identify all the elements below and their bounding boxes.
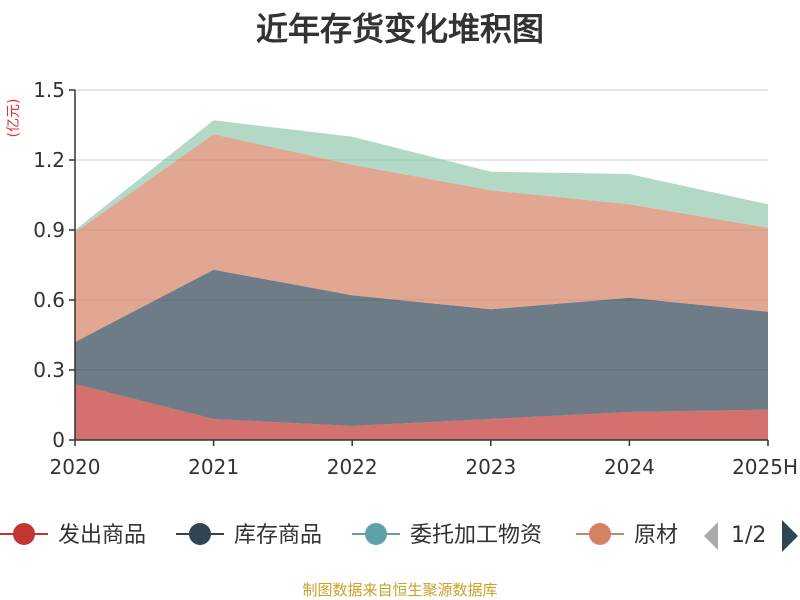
x-tick-label: 2023 [465,455,516,479]
area-series-0 [75,384,768,440]
chart-title: 近年存货变化堆积图 [255,10,544,48]
y-tick-label: 0.6 [33,288,65,312]
x-tick-label: 2020 [50,455,101,479]
legend-prev-arrow-icon[interactable] [704,522,718,550]
legend-page-indicator: 1/2 [731,523,766,548]
y-axis-unit-label: (亿元) [6,99,22,138]
legend-label: 库存商品 [234,523,322,548]
x-tick-label: 2024 [604,455,655,479]
legend-next-arrow-icon[interactable] [782,520,798,552]
area-series-3 [75,134,768,342]
legend-label: 委托加工物资 [410,523,542,548]
legend-item[interactable]: 库存商品 [176,523,322,548]
y-tick-label: 0.9 [33,218,65,242]
legend-swatch-dot [589,523,611,545]
legend-label: 发出商品 [58,523,146,548]
x-tick-label: 2022 [327,455,378,479]
y-tick-label: 0 [52,428,65,452]
legend-item[interactable]: 发出商品 [0,523,146,548]
legend-label: 原材 [634,523,678,548]
legend-swatch-dot [189,523,211,545]
legend-item[interactable]: 原材 [576,523,678,548]
source-note: 制图数据来自恒生聚源数据库 [302,581,498,599]
legend-swatch-dot [13,523,35,545]
legend-item[interactable]: 委托加工物资 [352,523,542,548]
y-tick-label: 1.5 [33,78,65,102]
y-tick-label: 1.2 [33,148,65,172]
legend[interactable]: 发出商品 库存商品 委托加工物资 原材 1/2 [0,520,798,552]
legend-swatch-dot [365,523,387,545]
axes: 0 0.3 0.6 0.9 1.2 1.5 2020 2021 2022 2023 2024 2025… [33,78,798,479]
area-series-1 [75,269,768,426]
area-series-4 [75,120,768,233]
x-tick-label: 2025H [732,455,798,479]
area-series-group [75,120,768,440]
y-tick-label: 0.3 [33,358,65,382]
x-tick-label: 2021 [188,455,239,479]
